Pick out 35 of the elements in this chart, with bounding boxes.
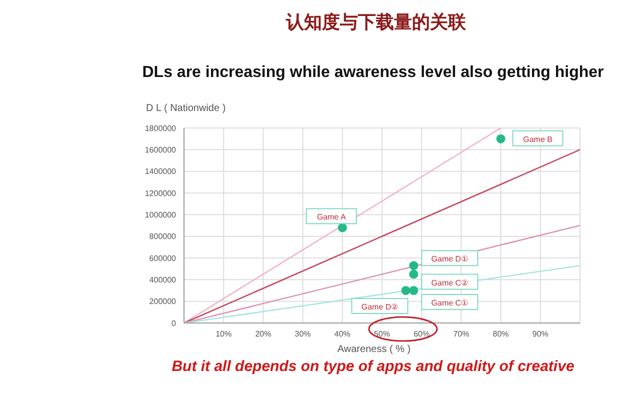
x-tick-label: 80% bbox=[492, 330, 509, 339]
point bbox=[409, 261, 418, 270]
y-tick-label: 1800000 bbox=[144, 124, 177, 133]
annotation: Game D② bbox=[361, 302, 398, 312]
y-tick-label: 200000 bbox=[149, 297, 177, 306]
x-tick-label: 90% bbox=[532, 330, 548, 339]
y-tick-label: 400000 bbox=[149, 276, 177, 285]
annotation: Game C① bbox=[431, 298, 468, 308]
text: But it all depends on type of apps and quality of creative bbox=[170, 358, 576, 375]
y-axis-title: D L ( Nationwide ) bbox=[146, 103, 226, 114]
y-tick-label: 1200000 bbox=[144, 188, 177, 198]
annotation: Game A bbox=[316, 212, 347, 222]
x-tick-label: 10% bbox=[216, 330, 232, 339]
chart-title: 认知度与下载量的关联 bbox=[284, 11, 467, 34]
y-tick-label: 1000000 bbox=[144, 210, 177, 220]
y-tick-label: 600000 bbox=[149, 254, 177, 263]
y-tick-label: 1600000 bbox=[144, 146, 177, 155]
point bbox=[338, 223, 347, 232]
x-axis-title: Awareness ( % ) bbox=[336, 344, 412, 355]
annotation: Game D① bbox=[431, 254, 468, 264]
y-tick-label: 800000 bbox=[149, 232, 177, 242]
point bbox=[401, 286, 410, 296]
x-tick-label: 70% bbox=[453, 330, 470, 339]
x-tick-label: 60% bbox=[414, 330, 430, 339]
chart-subtitle: DLs are increasing while awareness level also getting higher bbox=[141, 64, 605, 82]
x-tick-label: 40% bbox=[334, 330, 350, 339]
point bbox=[496, 134, 506, 144]
point bbox=[409, 270, 418, 279]
x-tick-label: 30% bbox=[294, 330, 311, 339]
x-tick-label: 20% bbox=[255, 330, 272, 339]
annotation: Game C② bbox=[431, 278, 468, 288]
y-tick-label: 0 bbox=[172, 318, 177, 328]
point bbox=[409, 286, 418, 296]
y-tick-label: 1400000 bbox=[144, 167, 177, 176]
annotation: Game B bbox=[523, 134, 552, 144]
